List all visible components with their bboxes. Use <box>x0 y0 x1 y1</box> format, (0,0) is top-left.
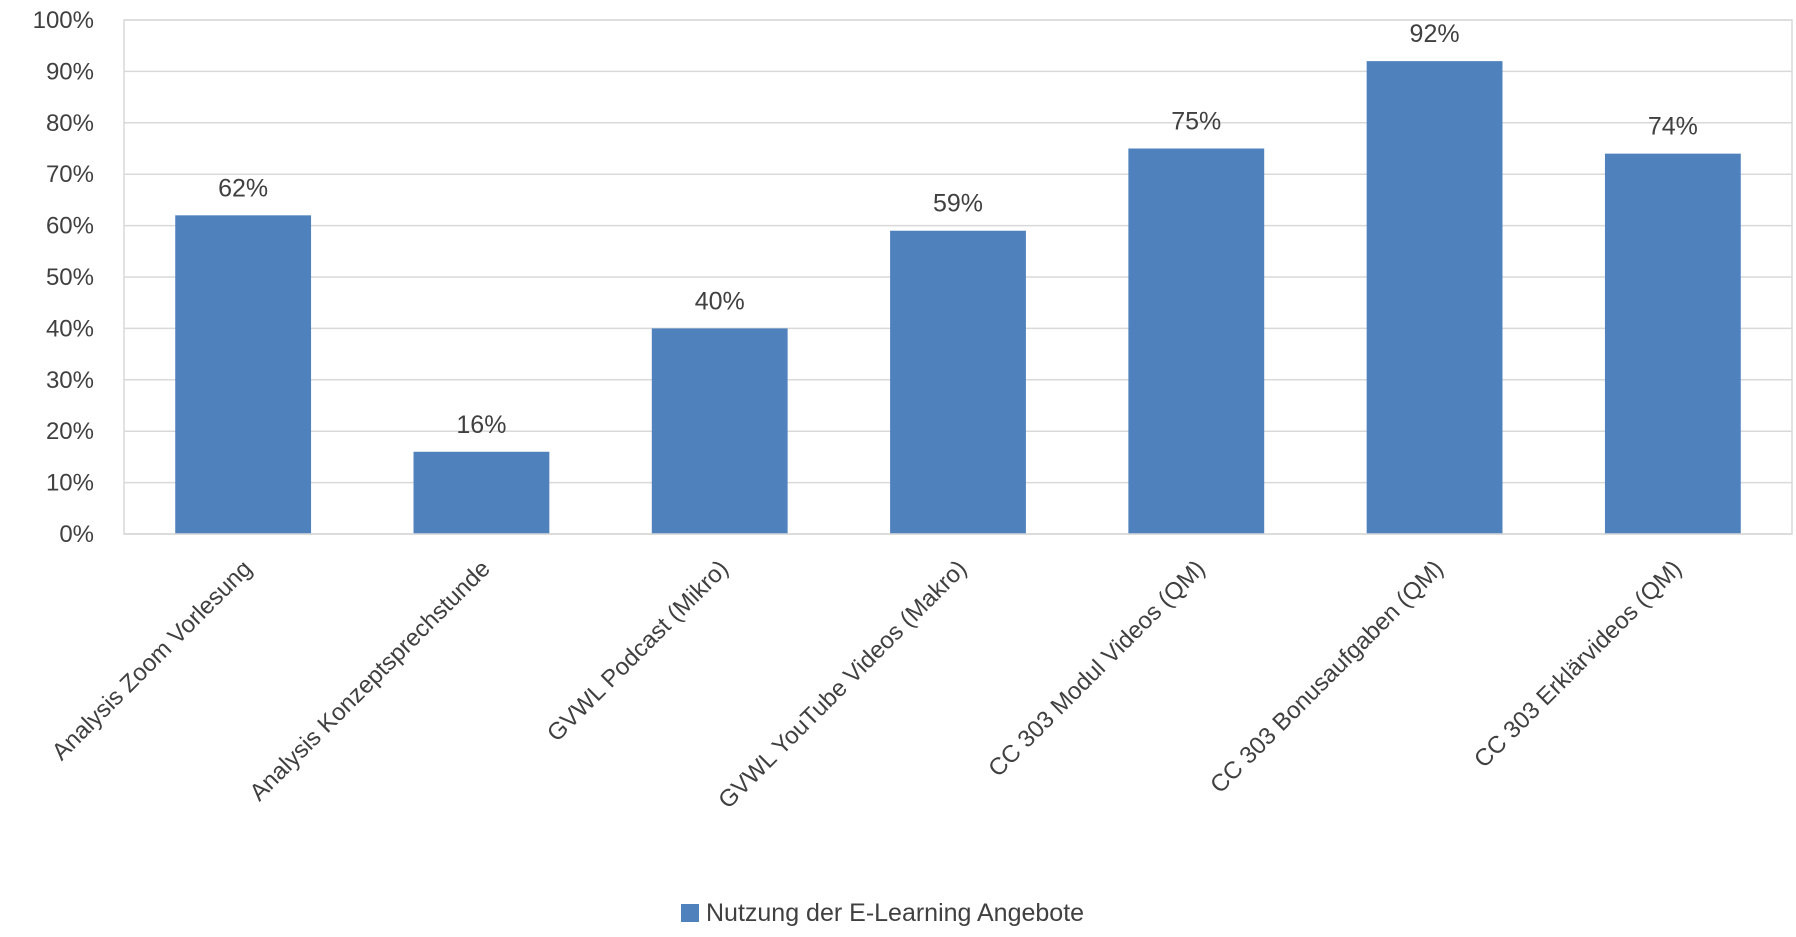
data-label: 62% <box>218 174 268 202</box>
y-tick-label: 0% <box>59 521 94 548</box>
y-tick-label: 100% <box>33 7 94 34</box>
legend-swatch <box>681 904 699 922</box>
bar <box>890 230 1026 535</box>
legend-label: Nutzung der E-Learning Angebote <box>706 899 1084 927</box>
bar <box>413 451 550 534</box>
bar <box>175 215 312 534</box>
data-label: 16% <box>456 411 506 439</box>
bar <box>1128 148 1265 534</box>
y-tick-label: 50% <box>46 264 94 291</box>
bar <box>651 328 788 534</box>
y-tick-label: 20% <box>46 418 94 445</box>
y-tick-label: 60% <box>46 213 94 240</box>
y-tick-label: 40% <box>46 315 94 342</box>
data-labels: 62% 16% 40% 59% 75% 92% 74% <box>218 20 1698 439</box>
y-tick-label: 10% <box>46 470 94 497</box>
y-tick-label: 80% <box>46 110 94 137</box>
data-label: 59% <box>933 190 983 218</box>
data-label: 40% <box>695 287 745 315</box>
bar <box>1366 61 1503 535</box>
y-axis: 0% 10% 20% 30% 40% 50% 60% 70% 80% 90% 100% <box>33 7 94 548</box>
data-label: 92% <box>1410 20 1460 48</box>
y-tick-label: 70% <box>46 161 94 188</box>
data-label: 74% <box>1648 113 1698 141</box>
bars <box>175 61 1741 535</box>
data-label: 75% <box>1171 108 1221 136</box>
y-tick-label: 90% <box>46 58 94 85</box>
y-tick-label: 30% <box>46 367 94 394</box>
bar <box>1604 153 1741 534</box>
legend: Nutzung der E-Learning Angebote <box>681 899 1084 927</box>
